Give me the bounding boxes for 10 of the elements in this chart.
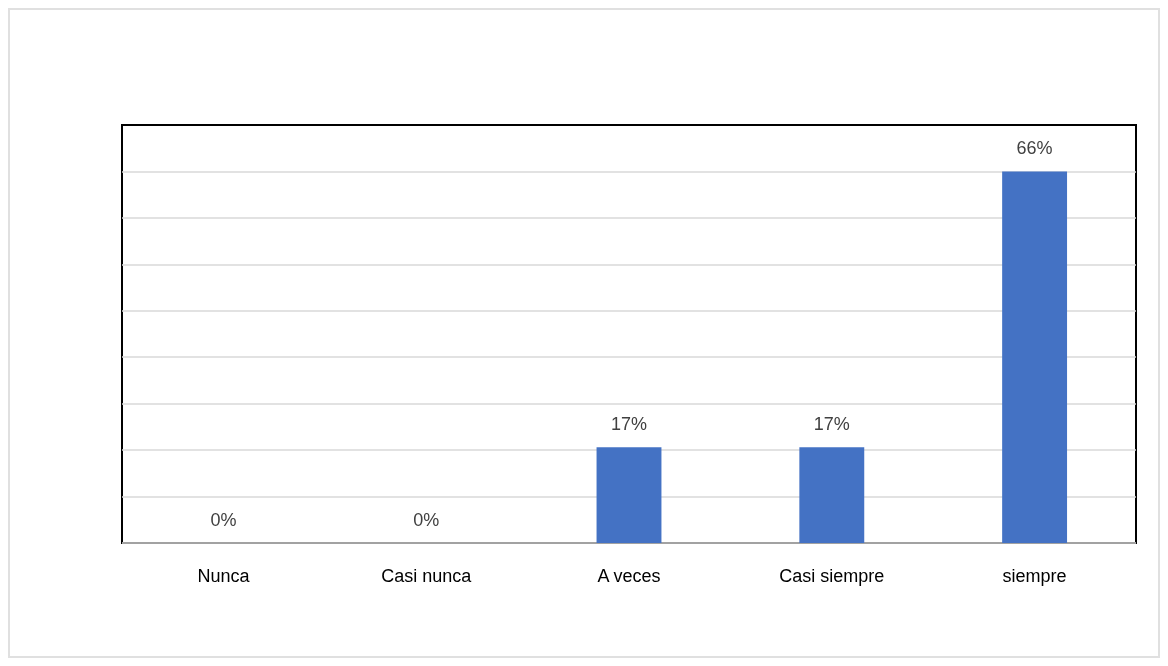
x-tick-label: siempre (1002, 566, 1067, 586)
data-label: 0% (413, 510, 440, 530)
data-label: 17% (610, 414, 648, 435)
x-tick-label: Casi siempre (779, 566, 885, 586)
x-tick-label: Nunca (197, 566, 251, 586)
data-label: 0% (210, 510, 237, 530)
data-label: 17% (813, 414, 850, 435)
data-label: 66% (1016, 138, 1053, 159)
x-tick-label: Casi nunca (381, 566, 473, 586)
x-tick-label: A veces (597, 566, 661, 586)
